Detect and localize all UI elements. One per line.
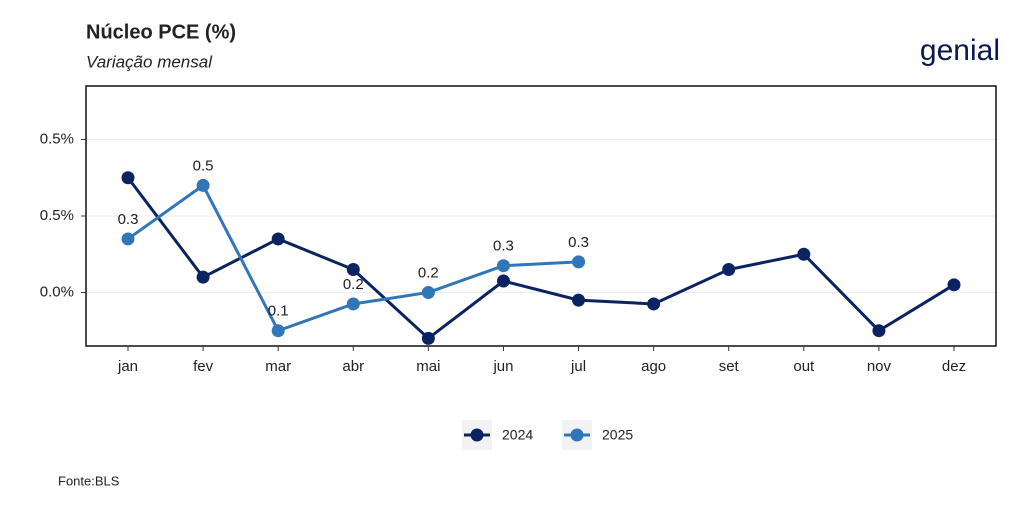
x-tick-label: abr (342, 358, 364, 375)
data-point (121, 232, 135, 246)
data-point (196, 270, 210, 284)
legend-key-dot (470, 428, 484, 442)
data-label: 0.1 (268, 303, 289, 320)
data-label: 0.2 (343, 276, 364, 293)
x-tick-label: jul (570, 358, 586, 375)
plot-border (85, 85, 997, 347)
x-tick-label: nov (867, 358, 892, 375)
y-tick-label: 0.5% (40, 130, 74, 147)
x-tick-label: jun (492, 358, 513, 375)
data-label: 0.2 (418, 264, 439, 281)
series-line (126, 176, 955, 341)
data-point (496, 274, 510, 288)
data-label: 0.3 (118, 211, 139, 228)
x-tick-label: mai (416, 358, 440, 375)
data-point (797, 247, 811, 261)
x-tick-label: set (719, 358, 740, 375)
x-tick-label: out (793, 358, 815, 375)
legend-label: 2024 (502, 427, 533, 443)
data-point (421, 331, 435, 345)
data-label: 0.5 (193, 157, 214, 174)
data-label: 0.3 (493, 238, 514, 255)
x-tick-label: jan (117, 358, 138, 375)
data-point (572, 293, 586, 307)
data-point (421, 285, 435, 299)
x-tick-label: dez (942, 358, 966, 375)
data-point (196, 178, 210, 192)
data-point (496, 259, 510, 273)
y-tick-label: 0.5% (40, 207, 74, 224)
chart-title: Núcleo PCE (%) (86, 21, 236, 43)
data-point (872, 324, 886, 338)
data-point (346, 297, 360, 311)
x-tick-label: ago (641, 358, 666, 375)
legend-key-dot (570, 428, 584, 442)
data-label: 0.3 (568, 234, 589, 251)
source: Fonte:BLS (58, 473, 120, 488)
x-tick-label: mar (265, 358, 291, 375)
data-point (572, 255, 586, 269)
legend-label: 2025 (602, 427, 633, 443)
data-point (271, 324, 285, 338)
y-tick-label: 0.0% (40, 283, 74, 300)
data-point (722, 263, 736, 277)
chart-subtitle: Variação mensal (86, 52, 213, 71)
data-point (947, 278, 961, 292)
data-point (271, 232, 285, 246)
logo: genial (920, 34, 1000, 67)
data-point (121, 171, 135, 185)
data-point (647, 297, 661, 311)
data-point (346, 263, 360, 277)
x-tick-label: fev (193, 358, 214, 375)
